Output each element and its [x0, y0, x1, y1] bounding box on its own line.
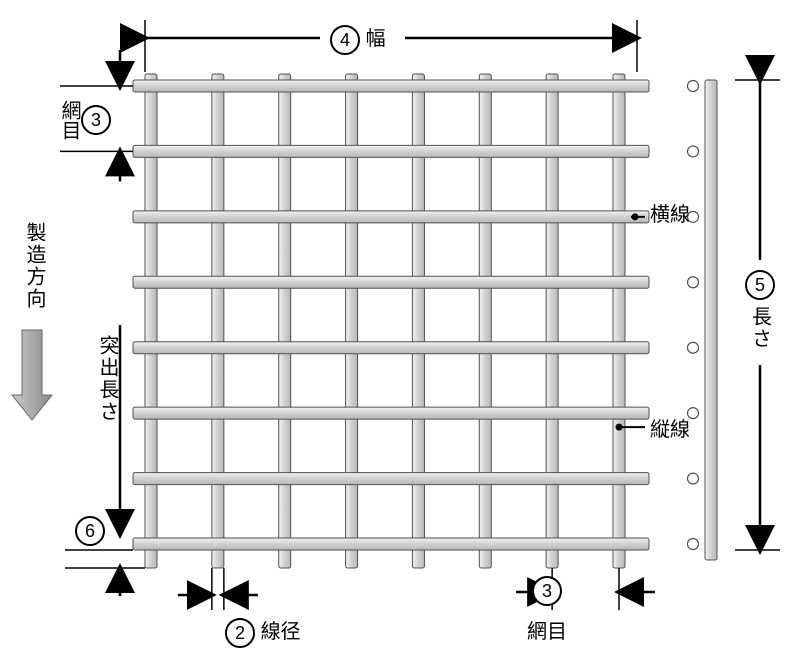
- label-v-wire: 縦線: [650, 413, 690, 442]
- label-wire-dia: 2 線径: [225, 615, 301, 648]
- circled-3b: 3: [532, 576, 562, 606]
- label-h-wire: 横線: [650, 198, 690, 227]
- label-circ3b: 3: [532, 576, 562, 606]
- circled-6: 6: [75, 516, 105, 546]
- width-text: 幅: [366, 28, 386, 50]
- length-text: 長さ: [746, 306, 775, 350]
- circled-5: 5: [745, 270, 775, 300]
- label-length: 5 長さ: [745, 270, 775, 350]
- label-mesh-vertical: 網目3: [58, 100, 111, 140]
- diagram-svg: [0, 0, 800, 668]
- mesh-v-text: 網目: [58, 100, 79, 140]
- label-mesh-h: 網目: [527, 615, 567, 644]
- label-protrusion: 突出長さ: [93, 335, 122, 423]
- wire-dia-text: 線径: [261, 621, 301, 643]
- label-circ6: 6: [75, 516, 105, 546]
- label-width: 4 幅: [330, 22, 386, 55]
- diagram-canvas: 4 幅 網目3 製造方向 突出長さ 6 横線 縦線 5 長さ 2 線径 3 網目: [0, 0, 800, 668]
- label-mfg-dir: 製造方向: [20, 222, 49, 310]
- circled-2: 2: [225, 618, 255, 648]
- circled-4: 4: [330, 25, 360, 55]
- circled-3a: 3: [81, 105, 111, 135]
